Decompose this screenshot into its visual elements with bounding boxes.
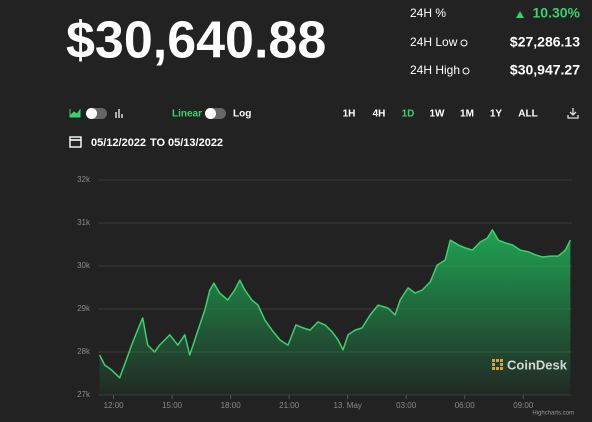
area-fill: [99, 229, 571, 395]
y-tick-label: 28k: [77, 347, 91, 356]
y-tick-label: 32k: [77, 175, 91, 184]
stat-label: 24H %: [410, 6, 446, 20]
range-button[interactable]: 1D: [402, 109, 415, 120]
price-line: [98, 229, 572, 379]
date-from[interactable]: 05/12/2022: [91, 137, 146, 149]
logo-dot: [496, 367, 499, 370]
watermark: CoinDesk: [492, 357, 568, 372]
stat-label: 24H Low: [410, 35, 458, 49]
chart-type-toggle[interactable]: [69, 108, 123, 119]
date-separator: TO: [150, 137, 166, 149]
range-button[interactable]: 1M: [460, 109, 474, 120]
logo-dot: [492, 367, 495, 370]
scale-option[interactable]: Linear: [172, 109, 202, 120]
bar-icon: [115, 109, 123, 118]
plot: 27k 28k 29k 30k 31k 32k 12:00 15:00 18:00 21:00 13…: [77, 175, 574, 416]
logo-dot: [496, 359, 499, 362]
toggle-knob: [205, 108, 216, 119]
logo-dot: [500, 359, 503, 362]
info-icon[interactable]: [460, 39, 468, 47]
y-tick-label: 29k: [77, 304, 91, 313]
range-button[interactable]: 4H: [373, 109, 386, 120]
y-tick-label: 30k: [77, 261, 91, 270]
date-to[interactable]: 05/13/2022: [168, 137, 223, 149]
stat-value: $30,947.27: [510, 62, 580, 78]
range-button[interactable]: 1W: [430, 109, 446, 120]
range-button[interactable]: ALL: [518, 109, 537, 120]
toggle-knob: [86, 108, 97, 119]
scale-option[interactable]: Log: [233, 109, 251, 120]
logo-dot: [500, 363, 503, 366]
up-arrow: [516, 11, 524, 18]
range-button[interactable]: 1H: [343, 109, 356, 120]
calendar-icon[interactable]: [69, 136, 82, 148]
download-button[interactable]: [567, 108, 579, 119]
calendar-frame: [69, 136, 82, 148]
stat-value: $27,286.13: [510, 34, 580, 50]
x-tick-label: 18:00: [221, 401, 242, 410]
credits[interactable]: Highcharts.com: [532, 411, 574, 417]
logo-dot: [492, 359, 495, 362]
logo-dot: [500, 367, 503, 370]
stat-label: 24H High: [410, 63, 460, 77]
stat-value: 10.30%: [533, 5, 581, 21]
y-tick-label: 31k: [77, 218, 91, 227]
x-tick-label: 13. May: [333, 401, 361, 410]
price: $30,640.88: [66, 12, 326, 70]
x-tick-label: 21:00: [279, 401, 300, 410]
area-icon: [69, 108, 81, 118]
x-tick-label: 09:00: [513, 401, 534, 410]
x-tick-label: 06:00: [455, 401, 476, 410]
watermark-text: CoinDesk: [507, 357, 568, 372]
x-tick-label: 03:00: [396, 401, 417, 410]
y-tick-label: 27k: [77, 390, 91, 399]
info-icon[interactable]: [462, 67, 470, 75]
range-buttons: 1H 4H 1D 1W 1M 1Y ALL: [343, 109, 538, 120]
x-tick-label: 12:00: [104, 401, 125, 410]
logo-dot: [492, 363, 495, 366]
range-button[interactable]: 1Y: [490, 109, 503, 120]
x-tick-label: 15:00: [162, 401, 183, 410]
